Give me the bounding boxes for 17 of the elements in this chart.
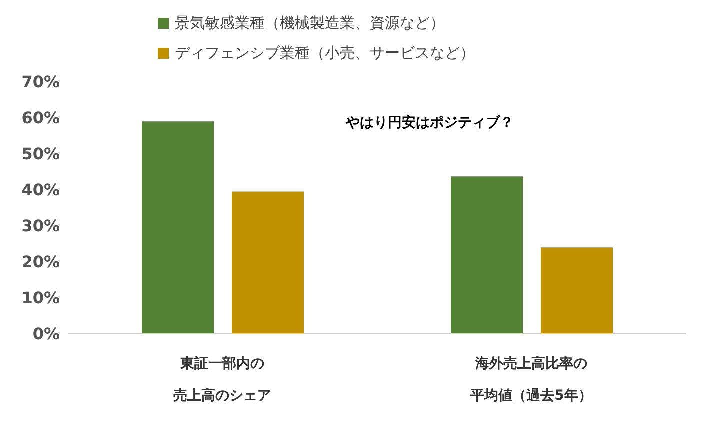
- y-tick-label: 50%: [22, 144, 60, 164]
- y-tick-label: 70%: [22, 72, 60, 92]
- y-tick-label: 30%: [22, 216, 60, 236]
- legend-label: ディフェンシブ業種（小売、サービスなど）: [175, 44, 475, 62]
- y-tick-label: 10%: [22, 288, 60, 308]
- y-tick-label: 40%: [22, 180, 60, 200]
- note: やはり円安はポジティブ？: [346, 114, 514, 132]
- bar: [232, 192, 304, 334]
- bar: [541, 248, 613, 334]
- bar: [142, 122, 214, 334]
- x-tick-label: 海外売上高比率の平均値（過去5年）: [470, 355, 592, 404]
- y-tick-label: 0%: [32, 324, 60, 344]
- legend-label: 景気敏感業種（機械製造業、資源など）: [175, 14, 445, 32]
- y-tick-label: 60%: [22, 108, 60, 128]
- x-tick-label: 東証一部内の売上高のシェア: [174, 355, 272, 404]
- y-tick-label: 20%: [22, 252, 60, 272]
- bar: [451, 176, 523, 334]
